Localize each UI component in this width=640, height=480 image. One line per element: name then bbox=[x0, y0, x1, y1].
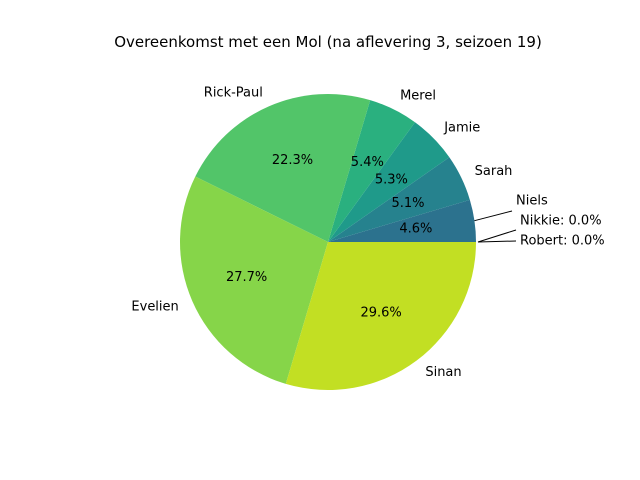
pct-label-jamie: 5.3% bbox=[375, 172, 408, 187]
pie-slice-sinan bbox=[285, 242, 476, 390]
slice-label-merel: Merel bbox=[400, 89, 436, 104]
slice-label-nikkie: Nikkie: 0.0% bbox=[520, 214, 602, 229]
pie-slice-jamie bbox=[328, 122, 450, 242]
pct-label-rick-paul: 22.3% bbox=[272, 153, 313, 168]
leader-line-niels bbox=[474, 210, 513, 222]
chart-title: Overeenkomst met een Mol (na aflevering … bbox=[114, 33, 542, 51]
pct-label-merel: 5.4% bbox=[351, 155, 384, 170]
pie-slice-niels bbox=[328, 199, 476, 242]
pie-slice-sarah bbox=[328, 157, 470, 242]
pct-label-evelien: 27.7% bbox=[226, 270, 267, 285]
pie-slice-evelien bbox=[179, 176, 328, 384]
slice-label-sarah: Sarah bbox=[475, 164, 513, 179]
slice-label-robert: Robert: 0.0% bbox=[520, 234, 605, 249]
leader-line-robert bbox=[477, 240, 517, 243]
pct-label-sarah: 5.1% bbox=[391, 196, 424, 211]
pct-label-niels: 4.6% bbox=[399, 222, 432, 237]
slice-label-evelien: Evelien bbox=[131, 300, 178, 315]
slice-label-rick-paul: Rick-Paul bbox=[204, 85, 263, 100]
pct-label-sinan: 29.6% bbox=[360, 306, 401, 321]
pie-slice-merel bbox=[328, 100, 415, 242]
pie-labels: Niels 4.6% Sarah 5.1% Jamie 5.3% Merel 5.4% Rick… bbox=[131, 85, 604, 380]
slice-label-sinan: Sinan bbox=[425, 365, 461, 380]
slice-label-jamie: Jamie bbox=[443, 120, 480, 135]
pie-slice-rick-paul bbox=[195, 94, 371, 242]
leader-line-nikkie bbox=[477, 229, 517, 243]
pie-slices bbox=[179, 94, 476, 390]
slice-label-niels: Niels bbox=[516, 194, 548, 209]
